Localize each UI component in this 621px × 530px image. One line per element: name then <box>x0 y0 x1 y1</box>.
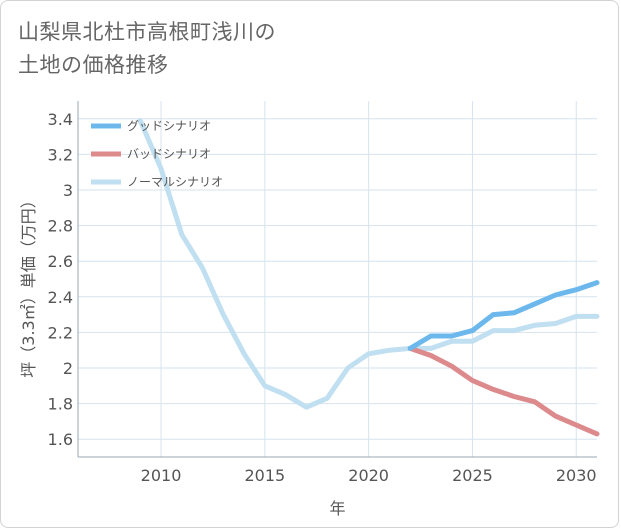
series-line-1 <box>407 345 600 437</box>
grid <box>78 101 597 457</box>
y-tick-label: 2.6 <box>48 252 73 271</box>
legend-label: ノーマルシナリオ <box>127 175 223 189</box>
legend-label: バッドシナリオ <box>127 147 211 161</box>
y-axis-label: 坪（3.3㎡）単価（万円） <box>19 192 38 377</box>
chart-title: 山梨県北杜市高根町浅川の 土地の価格推移 <box>18 16 276 82</box>
y-tick-label: 3.4 <box>48 110 73 129</box>
chart-title-line-1: 山梨県北杜市高根町浅川の <box>18 20 276 44</box>
y-tick-label: 1.6 <box>48 430 73 449</box>
x-tick-label: 2015 <box>244 466 285 485</box>
chart-title-line-2: 土地の価格推移 <box>18 53 169 77</box>
tick-labels: 2010 2015 2020 2025 2030 1.6 1.8 2 2.2 2.4 2.6 2.8 3… <box>48 110 597 485</box>
series-line-2 <box>137 118 600 410</box>
y-tick-label: 1.8 <box>48 395 73 414</box>
axes <box>77 101 597 458</box>
x-tick-label: 2010 <box>141 466 182 485</box>
x-tick-label: 2025 <box>452 466 493 485</box>
x-axis-label: 年 <box>329 499 345 518</box>
y-tick-label: 2.4 <box>48 288 73 307</box>
x-tick-label: 2030 <box>556 466 597 485</box>
series-layer <box>137 118 600 437</box>
y-tick-label: 3 <box>63 181 73 200</box>
y-tick-label: 3.2 <box>48 145 73 164</box>
y-tick-label: 2.2 <box>48 323 73 342</box>
y-tick-label: 2 <box>63 359 73 378</box>
legend-label: グッドシナリオ <box>127 119 211 133</box>
x-tick-label: 2020 <box>348 466 389 485</box>
y-tick-label: 2.8 <box>48 217 73 236</box>
series-line-0 <box>407 280 600 351</box>
